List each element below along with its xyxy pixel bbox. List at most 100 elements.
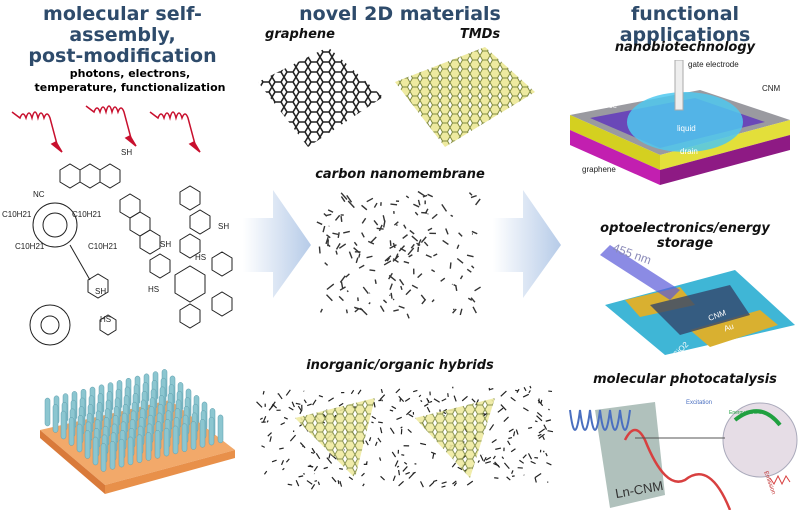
hybrid-bond — [339, 480, 343, 487]
cnm-bond — [379, 305, 385, 312]
pillar — [181, 423, 188, 452]
hybrid-bond — [314, 480, 318, 482]
hybrid-bond — [511, 470, 514, 475]
cnm-bond — [408, 254, 413, 258]
hybrid-bond — [503, 462, 510, 470]
cnm-bond — [353, 241, 358, 246]
pillar — [172, 425, 179, 455]
cnm-bond — [393, 221, 399, 226]
molecule-structures — [29, 163, 233, 346]
hybrid-bond — [522, 454, 527, 459]
cnm-bond — [466, 254, 474, 258]
hybrid-bond — [285, 458, 290, 463]
cnm-bond — [340, 192, 348, 200]
hybrid-bond — [287, 483, 293, 486]
hybrid-bond — [371, 421, 374, 424]
hybrid-bond — [379, 427, 383, 434]
hybrid-bond — [426, 406, 431, 413]
cnm-bond — [339, 275, 346, 283]
cnm-bond — [431, 213, 438, 220]
liquid-label: liquid — [677, 124, 696, 133]
hybrid-bond — [420, 399, 423, 403]
hybrid-bond — [299, 442, 306, 449]
hybrid-bond — [365, 440, 369, 446]
hybrid-bond — [297, 405, 303, 412]
mol-label: C10H21 — [88, 242, 118, 251]
hybrid-bond — [291, 401, 295, 408]
excitation-label: Excitation — [686, 400, 713, 406]
cnm-bond — [347, 200, 355, 209]
left-title-line1: molecular self-assembly, — [43, 3, 202, 46]
hybrid-bond — [380, 389, 383, 394]
hybrid-bond — [513, 431, 516, 437]
cnm-bond — [389, 244, 397, 249]
cnm-bond — [414, 211, 419, 216]
cnm-bond — [338, 243, 347, 249]
photodetector-device — [600, 245, 795, 355]
hybrid-bond — [508, 428, 514, 433]
gfet-device — [570, 60, 790, 185]
hexaphenylbenzene-molecule — [149, 233, 233, 329]
cnm-bond — [373, 202, 378, 208]
hybrid-bond — [262, 416, 267, 423]
hybrid-bond — [466, 480, 474, 486]
cnm-bond — [338, 295, 344, 302]
mol-label: C10H21 — [2, 210, 32, 219]
cnm-bond — [403, 260, 410, 264]
cnm-bond — [378, 224, 383, 232]
hybrid-bond — [510, 396, 516, 402]
hybrid-bond — [337, 480, 340, 485]
cnm-bond — [417, 190, 426, 197]
left-title: molecular self-assembly, post-modificati… — [0, 4, 245, 67]
cnm-bond — [398, 305, 405, 309]
mol-label: HS — [148, 285, 160, 294]
cnm-bond — [417, 273, 423, 279]
hybrid-bond — [492, 455, 496, 460]
hybrid-bond — [489, 424, 495, 431]
hybrid-bond — [543, 424, 548, 430]
hybrid-bond — [538, 428, 546, 434]
hybrid-bond — [365, 461, 368, 465]
hybrid-bond — [420, 442, 427, 446]
cnm-bond — [390, 292, 393, 299]
cnm-bond — [390, 203, 398, 206]
cnm-bond — [471, 265, 475, 269]
arrow-right-icon — [243, 190, 311, 298]
pillar — [145, 432, 152, 461]
hybrid-bond — [477, 460, 480, 463]
cnm-bond — [410, 243, 415, 249]
hybrid-bond — [441, 398, 447, 402]
cnm-bond — [384, 255, 392, 262]
cnm-bond — [327, 209, 334, 213]
hybrid-bond — [493, 462, 500, 467]
hybrid-bond — [259, 417, 263, 420]
cnm-bond — [374, 279, 377, 284]
hybrid-bond — [398, 395, 405, 403]
tmd-lattice — [395, 47, 535, 147]
hybrid-bond — [453, 395, 457, 402]
hybrid-bond — [530, 460, 536, 465]
hybrid-bond — [373, 402, 376, 408]
cnm-bond — [400, 247, 407, 252]
cnm-bond — [332, 232, 339, 236]
cnm-bond — [324, 262, 329, 266]
cnm-bond — [406, 313, 410, 319]
hybrid-bond — [262, 390, 265, 395]
mol-label: SH — [218, 222, 230, 231]
hybrid-bond — [405, 471, 410, 475]
cnm-bond — [470, 297, 476, 303]
cnm-bond — [335, 250, 338, 255]
hybrid-bond — [328, 452, 331, 459]
cnm-bond — [405, 195, 410, 199]
cnm-bond — [345, 273, 350, 278]
tmds-label: TMDs — [459, 27, 501, 42]
cnm-bond — [346, 194, 353, 203]
cnm-bond — [340, 196, 346, 203]
hybrid-bond — [389, 427, 395, 435]
cnm-bond — [369, 236, 377, 244]
hybrid-bond — [267, 432, 272, 437]
hybrid-bond — [428, 481, 435, 487]
cnm-bond — [359, 307, 368, 316]
hybrid-bond — [277, 393, 283, 400]
hybrid-bond — [489, 387, 494, 391]
